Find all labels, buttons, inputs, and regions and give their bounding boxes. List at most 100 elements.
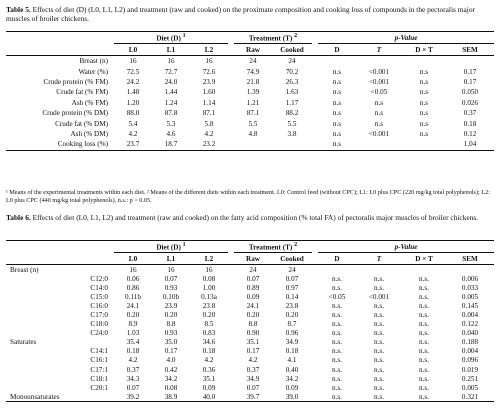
- table-row: Crude fat (% FM) 1.48 1.44 1.60 1.39 1.63 n.s <…: [6, 87, 494, 97]
- table-row: Monounsaturates 39.2 38.9 40.0 39.7 39.0 n.s. n…: [6, 392, 495, 402]
- cell-t: n.s.: [374, 320, 384, 329]
- table5-colhead-1: L1: [166, 45, 176, 54]
- table-row: C16:0 24.1 23.9 23.8 24.1 23.8 n.s. n.s. n.s. 0.1…: [6, 301, 494, 310]
- cell-d: <0.05: [328, 292, 346, 301]
- cell-sem: 0.17: [463, 67, 477, 76]
- cell-t: n.s.: [374, 274, 384, 283]
- cell-l1: 0.93: [164, 283, 178, 292]
- cell-d: n.s: [332, 109, 342, 118]
- cell-l2: 72.6: [202, 67, 216, 76]
- cell-sem: 0.019: [461, 365, 479, 374]
- cell-cooked: 34.9: [285, 338, 299, 347]
- cell-sem: [446, 56, 494, 67]
- cell-raw: 0.07: [246, 383, 260, 392]
- cell-raw: 1.21: [246, 98, 260, 107]
- row-label: C18:1: [90, 374, 108, 383]
- cell-l1: 35.0: [164, 338, 178, 347]
- cell-l2: 16: [205, 57, 213, 66]
- row-label: C12:0: [90, 274, 108, 283]
- cell-l2: 1.14: [202, 98, 216, 107]
- cell-l0: 0.06: [126, 274, 140, 283]
- cell-d-t: n.s.: [419, 274, 429, 283]
- cell-raw: 35.1: [246, 338, 260, 347]
- cell-sem: 0.096: [461, 356, 479, 365]
- cell-t: [356, 265, 402, 275]
- cell-l2: 0.09: [202, 383, 216, 392]
- cell-l1: 1.24: [164, 98, 178, 107]
- table6-caption-label: Table 6.: [6, 213, 31, 222]
- table6-caption: Table 6. Effects of diet (L0, L1, L2) an…: [6, 213, 494, 222]
- row-label: Crude fat (% DM): [55, 119, 108, 128]
- cell-d-t: n.s.: [419, 383, 429, 392]
- cell-l1: 5.3: [166, 119, 176, 128]
- cell-l0: 0.86: [126, 283, 140, 292]
- cell-raw: 0.90: [246, 329, 260, 338]
- table6-colhead-blank: [6, 253, 114, 265]
- row-label: Crude fat (% FM): [56, 88, 108, 97]
- cell-l0: 24.1: [126, 301, 140, 310]
- cell-l0: 23.7: [126, 140, 140, 149]
- cell-d-t: n.s: [419, 109, 429, 118]
- table5-caption: Table 5. Effects of diet (D) (L0, L1, L2…: [6, 5, 494, 24]
- cell-raw: 0.89: [246, 283, 260, 292]
- cell-raw: 1.39: [246, 88, 260, 97]
- table5-header-treatment: Treatment (T) 2: [234, 31, 312, 44]
- cell-t: <0.001: [368, 292, 390, 301]
- cell-l2: 4.2: [204, 356, 214, 365]
- table5-colhead-5: D: [334, 45, 340, 54]
- cell-sem: 0.37: [463, 109, 477, 118]
- table6-colhead-5: D: [334, 254, 340, 263]
- row-label: Monounsaturates: [10, 392, 60, 401]
- cell-d: n.s.: [332, 320, 342, 329]
- cell-sem: 0.321: [461, 392, 479, 401]
- cell-l2: 0.13a: [201, 292, 217, 301]
- cell-l1: 0.20: [164, 311, 178, 320]
- cell-l2: 35.1: [202, 374, 216, 383]
- cell-cooked: 1.63: [285, 88, 299, 97]
- cell-t: n.s.: [374, 329, 384, 338]
- cell-d-t: n.s.: [419, 292, 429, 301]
- cell-t: n.s.: [374, 301, 384, 310]
- cell-t: n.s: [374, 119, 384, 128]
- cell-l1: 38.9: [164, 392, 178, 401]
- cell-sem: 0.17: [463, 77, 477, 86]
- cell-raw: 0.37: [246, 365, 260, 374]
- cell-t: n.s: [374, 109, 384, 118]
- cell-d-t: n.s: [419, 77, 429, 86]
- table-row: C18:1 34.3 34.2 35.1 34.9 34.2 n.s. n.s. n.s. 0.2…: [6, 374, 494, 383]
- cell-sem: [446, 265, 494, 275]
- cell-raw: 0.09: [246, 292, 260, 301]
- cell-d: n.s.: [332, 374, 342, 383]
- row-label: C24:0: [90, 329, 108, 338]
- cell-l2: 4.2: [204, 129, 214, 138]
- cell-l1: 16: [167, 57, 175, 66]
- table-row: Breast (n) 16 16 16 24 24: [6, 265, 494, 275]
- cell-d: n.s.: [332, 301, 342, 310]
- cell-t: <0.001: [368, 77, 390, 86]
- table5: Diet (D) 1 Treatment (T) 2 p-Value L0 L1 L…: [6, 31, 495, 151]
- cell-cooked: [272, 139, 312, 150]
- cell-sem: 0.006: [461, 274, 479, 283]
- table5-colhead-blank: [6, 44, 114, 56]
- cell-l2: 23.9: [202, 77, 216, 86]
- table5-caption-label: Table 5.: [6, 5, 31, 14]
- cell-l2: 40.0: [202, 392, 216, 401]
- row-label: Crude protein (% FM): [43, 77, 108, 86]
- row-label: Ash (% DM): [70, 129, 108, 138]
- cell-raw: 24.1: [246, 301, 260, 310]
- cell-l2: 0.83: [202, 329, 216, 338]
- cell-l0: 1.20: [126, 98, 140, 107]
- row-label: C16:1: [90, 356, 108, 365]
- cell-l0: 34.3: [126, 374, 140, 383]
- table5-colhead-6: T: [376, 45, 382, 54]
- table6-colhead-7: D × T: [415, 254, 433, 263]
- cell-l2: 23.2: [202, 140, 216, 149]
- cell-t: <0.05: [370, 88, 388, 97]
- row-label: Breast (n): [10, 265, 39, 274]
- cell-cooked: 26.3: [285, 77, 299, 86]
- table-row: C14:0 0.86 0.93 1.00 0.89 0.97 n.s. n.s. n.s. 0.0…: [6, 283, 494, 292]
- cell-l1: 4.6: [166, 129, 176, 138]
- cell-d-t: n.s.: [419, 392, 429, 401]
- cell-raw: [234, 139, 272, 150]
- cell-l0: 0.37: [126, 365, 140, 374]
